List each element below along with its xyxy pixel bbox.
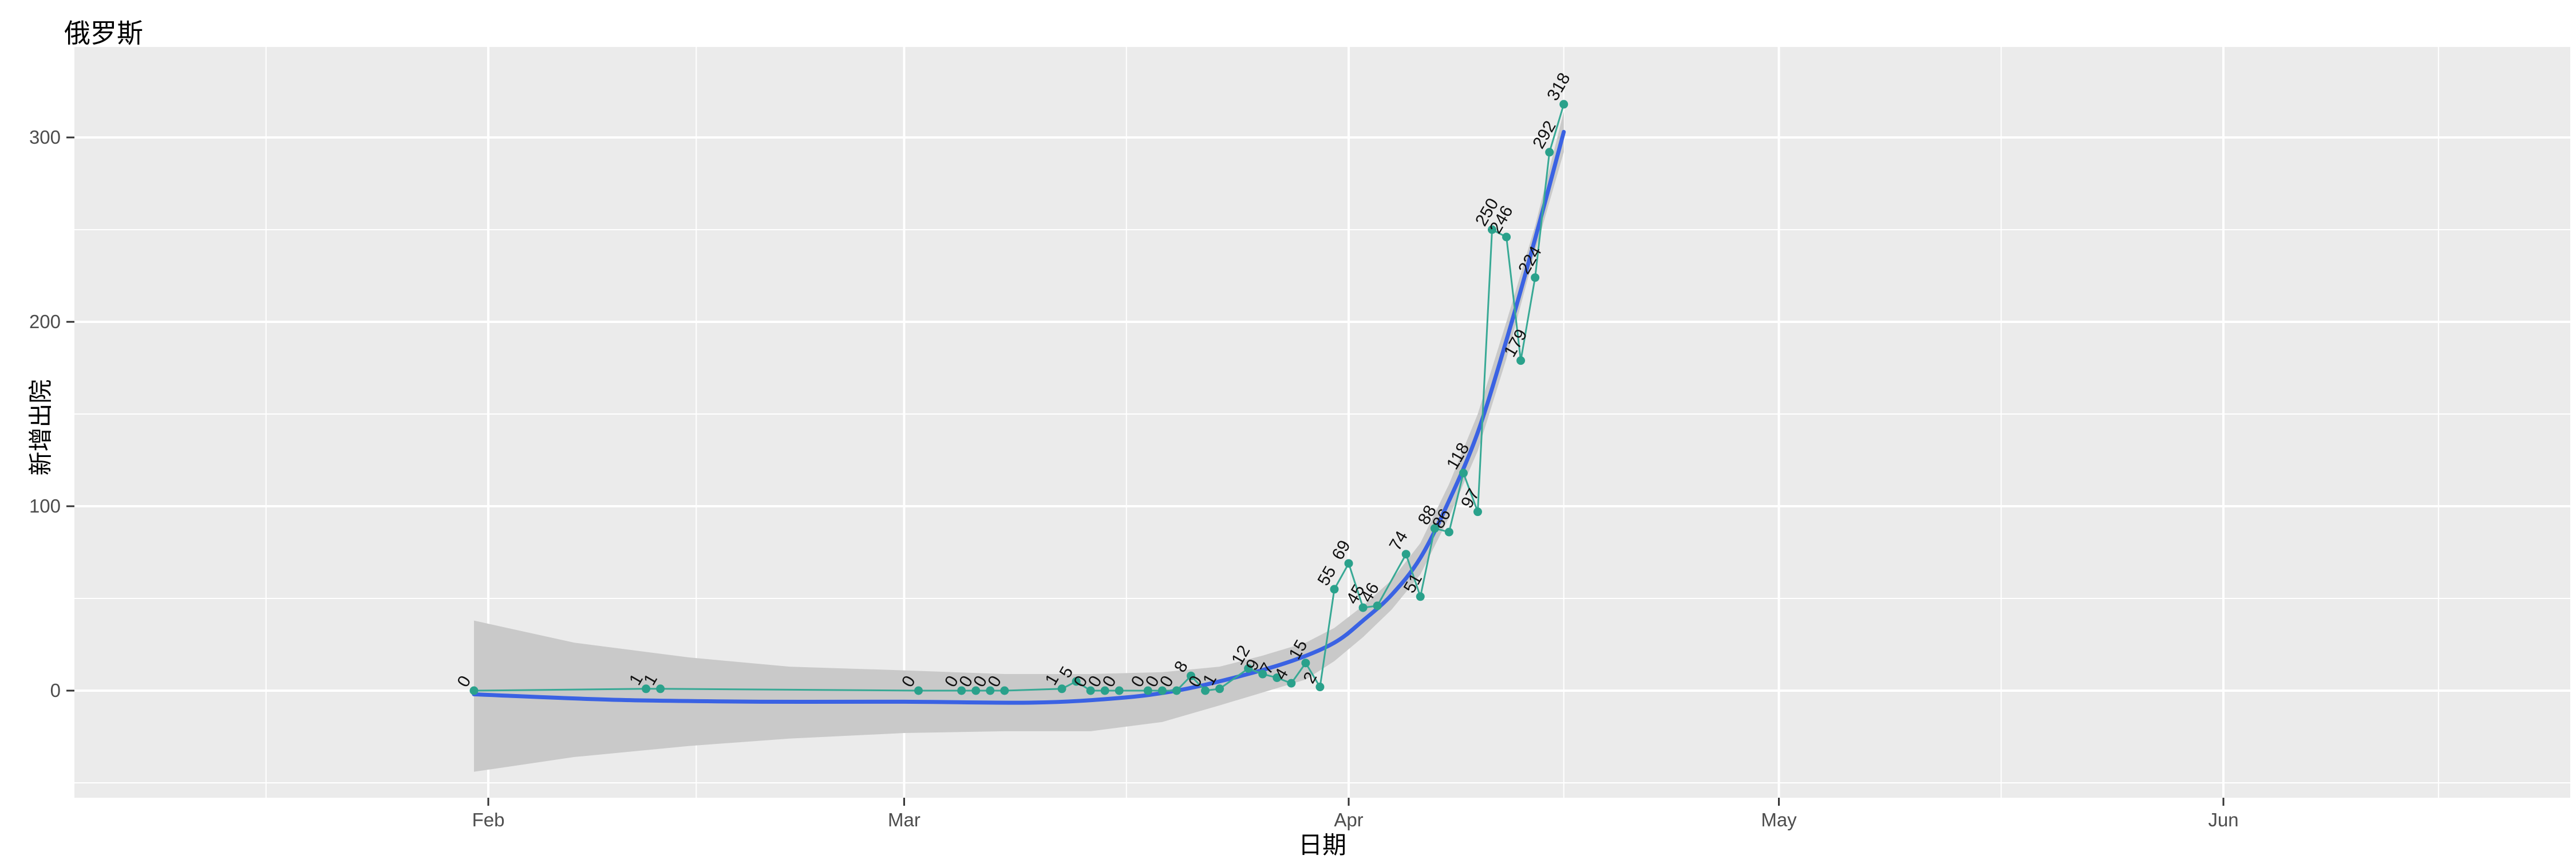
data-point [1057, 684, 1066, 693]
x-tick-label: May [1761, 809, 1797, 830]
data-point [1416, 592, 1425, 601]
data-point [1559, 100, 1568, 109]
data-point [1201, 686, 1210, 695]
data-point [1143, 686, 1152, 695]
data-point [1430, 524, 1439, 533]
x-tick-label: Apr [1334, 809, 1363, 830]
data-point [1531, 273, 1540, 282]
y-tick-label: 0 [50, 680, 61, 701]
axes: Feb Mar Apr May Jun 0 100 200 300 [29, 127, 2239, 830]
data-point [1330, 585, 1339, 594]
data-point [1086, 686, 1095, 695]
data-point [1000, 686, 1009, 695]
data-point [1301, 659, 1310, 668]
data-point [1215, 684, 1224, 693]
data-point [1358, 603, 1368, 612]
data-point [914, 686, 923, 695]
data-point [957, 686, 966, 695]
x-tick-label: Jun [2208, 809, 2238, 830]
data-point [1244, 664, 1253, 673]
chart-title: 俄罗斯 [64, 18, 143, 48]
data-point [1273, 673, 1282, 682]
data-point [1072, 677, 1081, 686]
x-tick-label: Feb [472, 809, 505, 830]
data-point [469, 686, 479, 695]
y-tick-label: 100 [29, 495, 61, 517]
data-point [1258, 669, 1267, 679]
data-point [1401, 550, 1411, 559]
data-point [1473, 507, 1482, 517]
data-point [1459, 468, 1468, 478]
y-tick-label: 200 [29, 311, 61, 332]
data-point [1545, 148, 1554, 157]
data-point [1488, 225, 1496, 234]
data-point [1172, 686, 1181, 695]
data-point [656, 684, 665, 693]
data-point [1344, 559, 1353, 568]
data-point [642, 684, 651, 693]
gridlines [74, 47, 2570, 798]
y-tick-label: 300 [29, 127, 61, 148]
data-point [1115, 686, 1124, 695]
data-point [986, 686, 995, 695]
data-point [1373, 601, 1382, 610]
smooth-trend-line [472, 129, 1566, 705]
data-point [1444, 527, 1453, 537]
smooth-confidence-ribbon [473, 111, 1564, 772]
data-point [1315, 683, 1325, 692]
data-point [1502, 233, 1511, 242]
data-point [1100, 686, 1109, 695]
data-point [1287, 679, 1296, 688]
x-tick-label: Mar [888, 809, 920, 830]
data-point [1516, 356, 1526, 365]
data-points [469, 100, 1568, 695]
x-axis-title: 日期 [1298, 832, 1346, 858]
data-point [1157, 686, 1167, 695]
data-point [971, 686, 981, 695]
data-point [1186, 671, 1195, 680]
